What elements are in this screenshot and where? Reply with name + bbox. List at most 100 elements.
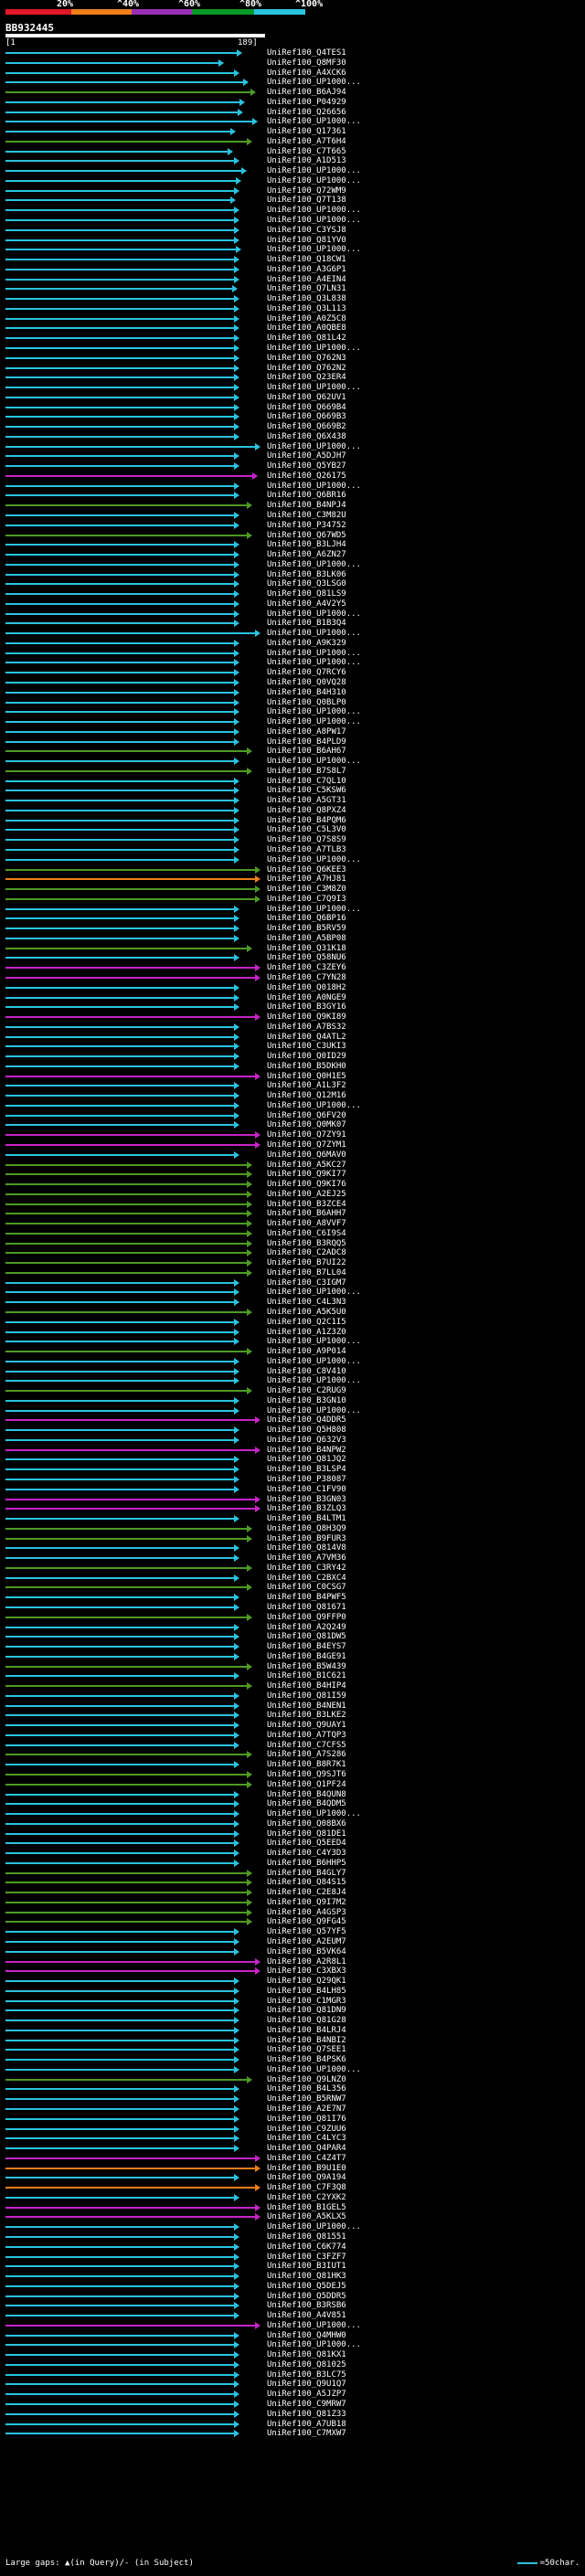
- hit-link[interactable]: UniRef100_UP1000...: [267, 245, 361, 255]
- hit-link[interactable]: UniRef100_A0Z5C8: [267, 313, 346, 323]
- hit-link[interactable]: UniRef100_B4L356: [267, 2084, 346, 2094]
- alignment-row[interactable]: UniRef100_UP1000...: [0, 1406, 585, 1416]
- alignment-row[interactable]: UniRef100_C3IGM7: [0, 1278, 585, 1288]
- alignment-row[interactable]: UniRef100_A8VVF7: [0, 1219, 585, 1229]
- hit-link[interactable]: UniRef100_Q1PF24: [267, 1779, 346, 1789]
- alignment-row[interactable]: UniRef100_Q8H3Q9: [0, 1524, 585, 1534]
- alignment-row[interactable]: UniRef100_C9ZUU6: [0, 2125, 585, 2135]
- hit-link[interactable]: UniRef100_C7F3Q8: [267, 2183, 346, 2193]
- hit-link[interactable]: UniRef100_Q0H1E5: [267, 1071, 346, 1081]
- alignment-row[interactable]: UniRef100_Q84S15: [0, 1878, 585, 1888]
- alignment-row[interactable]: UniRef100_A7HJ81: [0, 875, 585, 885]
- alignment-row[interactable]: UniRef100_Q9U1Q7: [0, 2380, 585, 2390]
- alignment-row[interactable]: UniRef100_Q81671: [0, 1603, 585, 1613]
- alignment-row[interactable]: UniRef100_UP1000...: [0, 383, 585, 393]
- alignment-bar[interactable]: [5, 1143, 255, 1146]
- hit-link[interactable]: UniRef100_Q81DE1: [267, 1829, 346, 1839]
- hit-link[interactable]: UniRef100_Q4MHW0: [267, 2330, 346, 2340]
- hit-link[interactable]: UniRef100_UP1000...: [267, 1356, 361, 1366]
- alignment-row[interactable]: UniRef100_Q81DN9: [0, 2006, 585, 2016]
- hit-link[interactable]: UniRef100_Q6FV20: [267, 1110, 346, 1120]
- alignment-bar[interactable]: [5, 2315, 234, 2317]
- alignment-bar[interactable]: [5, 1882, 247, 1884]
- alignment-row[interactable]: UniRef100_B4NEN1: [0, 1701, 585, 1712]
- hit-link[interactable]: UniRef100_Q762N3: [267, 353, 346, 363]
- hit-link[interactable]: UniRef100_A7HJ81: [267, 875, 346, 885]
- alignment-bar[interactable]: [5, 1606, 234, 1608]
- alignment-row[interactable]: UniRef100_A1L3F2: [0, 1081, 585, 1091]
- alignment-row[interactable]: UniRef100_UP1000...: [0, 245, 585, 255]
- alignment-bar[interactable]: [5, 1213, 247, 1215]
- alignment-row[interactable]: UniRef100_UP1000...: [0, 658, 585, 668]
- hit-link[interactable]: UniRef100_Q669B4: [267, 402, 346, 412]
- hit-link[interactable]: UniRef100_C9ZUU6: [267, 2124, 346, 2134]
- alignment-bar[interactable]: [5, 2088, 234, 2091]
- alignment-row[interactable]: UniRef100_B3LK06: [0, 570, 585, 580]
- alignment-bar[interactable]: [5, 327, 234, 330]
- alignment-row[interactable]: UniRef100_Q6X438: [0, 432, 585, 442]
- hit-link[interactable]: UniRef100_B8R7K1: [267, 1760, 346, 1770]
- alignment-row[interactable]: UniRef100_B4NBI2: [0, 2036, 585, 2046]
- alignment-row[interactable]: UniRef100_Q72WM9: [0, 186, 585, 196]
- alignment-bar[interactable]: [5, 1714, 234, 1717]
- alignment-row[interactable]: UniRef100_Q57YF5: [0, 1927, 585, 1937]
- alignment-bar[interactable]: [5, 986, 234, 989]
- alignment-bar[interactable]: [5, 1764, 234, 1766]
- alignment-bar[interactable]: [5, 1252, 247, 1255]
- hit-link[interactable]: UniRef100_Q8MF30: [267, 58, 346, 68]
- hit-link[interactable]: UniRef100_B6AHH7: [267, 1209, 346, 1219]
- hit-link[interactable]: UniRef100_B3GY16: [267, 1002, 346, 1012]
- alignment-bar[interactable]: [5, 2039, 234, 2041]
- hit-link[interactable]: UniRef100_B3LSP4: [267, 1465, 346, 1475]
- hit-link[interactable]: UniRef100_UP1000...: [267, 343, 361, 353]
- hit-link[interactable]: UniRef100_Q81YV0: [267, 235, 346, 245]
- alignment-row[interactable]: UniRef100_C7F3Q8: [0, 2183, 585, 2193]
- hit-link[interactable]: UniRef100_B4LH85: [267, 1986, 346, 1996]
- alignment-row[interactable]: UniRef100_UP1000...: [0, 560, 585, 570]
- alignment-bar[interactable]: [5, 2009, 234, 2012]
- alignment-row[interactable]: UniRef100_Q9I7M2: [0, 1898, 585, 1908]
- alignment-row[interactable]: UniRef100_A2E7N7: [0, 2104, 585, 2115]
- alignment-row[interactable]: UniRef100_A7BS32: [0, 1023, 585, 1033]
- hit-link[interactable]: UniRef100_A4V2Y5: [267, 599, 346, 609]
- hit-link[interactable]: UniRef100_A5DJH7: [267, 451, 346, 461]
- hit-link[interactable]: UniRef100_A1L3F2: [267, 1081, 346, 1091]
- alignment-bar[interactable]: [5, 1035, 234, 1038]
- alignment-row[interactable]: UniRef100_B3GN10: [0, 1396, 585, 1406]
- alignment-row[interactable]: UniRef100_Q762N3: [0, 354, 585, 364]
- alignment-row[interactable]: UniRef100_B4HIP4: [0, 1681, 585, 1691]
- alignment-row[interactable]: UniRef100_B5RNW7: [0, 2094, 585, 2104]
- alignment-bar[interactable]: [5, 1999, 234, 2002]
- alignment-row[interactable]: UniRef100_B4NPW2: [0, 1446, 585, 1456]
- hit-link[interactable]: UniRef100_Q3LSG0: [267, 579, 346, 589]
- alignment-bar[interactable]: [5, 1409, 234, 1412]
- hit-link[interactable]: UniRef100_A4V851: [267, 2311, 346, 2321]
- hit-link[interactable]: UniRef100_UP1000...: [267, 1809, 361, 1819]
- alignment-bar[interactable]: [5, 2344, 234, 2347]
- alignment-bar[interactable]: [5, 1871, 247, 1874]
- hit-link[interactable]: UniRef100_B3ZCE4: [267, 1199, 346, 1209]
- hit-link[interactable]: UniRef100_C7YN28: [267, 972, 346, 982]
- alignment-bar[interactable]: [5, 809, 234, 811]
- hit-link[interactable]: UniRef100_A5KLX5: [267, 2212, 346, 2222]
- alignment-row[interactable]: UniRef100_Q26175: [0, 472, 585, 482]
- alignment-bar[interactable]: [5, 1006, 234, 1009]
- alignment-row[interactable]: UniRef100_C3M82U: [0, 511, 585, 521]
- alignment-bar[interactable]: [5, 1341, 234, 1343]
- hit-link[interactable]: UniRef100_A5K5U0: [267, 1308, 346, 1317]
- alignment-row[interactable]: UniRef100_Q5DDR5: [0, 2292, 585, 2302]
- hit-link[interactable]: UniRef100_Q669B3: [267, 412, 346, 422]
- alignment-row[interactable]: UniRef100_A0Z5C8: [0, 314, 585, 324]
- alignment-row[interactable]: UniRef100_B3GY16: [0, 1002, 585, 1012]
- alignment-row[interactable]: UniRef100_B9FUR3: [0, 1534, 585, 1544]
- hit-link[interactable]: UniRef100_Q5DDR5: [267, 2291, 346, 2301]
- alignment-bar[interactable]: [5, 1783, 247, 1786]
- alignment-row[interactable]: UniRef100_B4PLD9: [0, 737, 585, 747]
- alignment-bar[interactable]: [5, 641, 234, 644]
- alignment-row[interactable]: UniRef100_Q9KI76: [0, 1180, 585, 1190]
- hit-link[interactable]: UniRef100_A5KC27: [267, 1160, 346, 1170]
- alignment-bar[interactable]: [5, 1832, 234, 1835]
- alignment-bar[interactable]: [5, 554, 234, 557]
- alignment-bar[interactable]: [5, 259, 234, 261]
- hit-link[interactable]: UniRef100_Q81671: [267, 1602, 346, 1612]
